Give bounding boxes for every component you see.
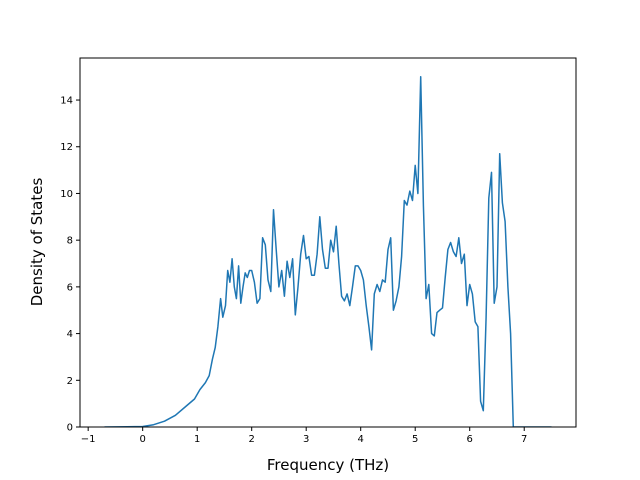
y-tick-label: 14	[60, 96, 73, 107]
y-axis-ticks: 0 2 4 6 8 10 12 14	[60, 96, 80, 434]
x-tick-label: −1	[81, 434, 96, 445]
x-tick-label: 2	[249, 434, 255, 445]
y-axis-label: Density of States	[28, 178, 46, 307]
y-tick-label: 0	[67, 423, 73, 434]
y-tick-label: 6	[67, 282, 73, 293]
y-tick-label: 2	[67, 376, 73, 387]
x-axis-label: Frequency (THz)	[267, 456, 389, 474]
y-tick-label: 4	[67, 329, 73, 340]
x-tick-label: 6	[467, 434, 473, 445]
x-tick-label: 3	[303, 434, 309, 445]
x-tick-label: 7	[521, 434, 527, 445]
x-tick-label: 1	[194, 434, 200, 445]
y-tick-label: 10	[60, 189, 73, 200]
dos-series-line	[104, 75, 552, 427]
x-axis-ticks: −1 0 1 2 3 4 5 6 7	[81, 427, 527, 445]
y-tick-label: 8	[67, 236, 73, 247]
x-tick-label: 0	[139, 434, 145, 445]
x-tick-label: 5	[412, 434, 418, 445]
x-tick-label: 4	[358, 434, 364, 445]
y-tick-label: 12	[60, 142, 73, 153]
series-layer	[104, 75, 552, 427]
plot-frame	[79, 57, 577, 428]
